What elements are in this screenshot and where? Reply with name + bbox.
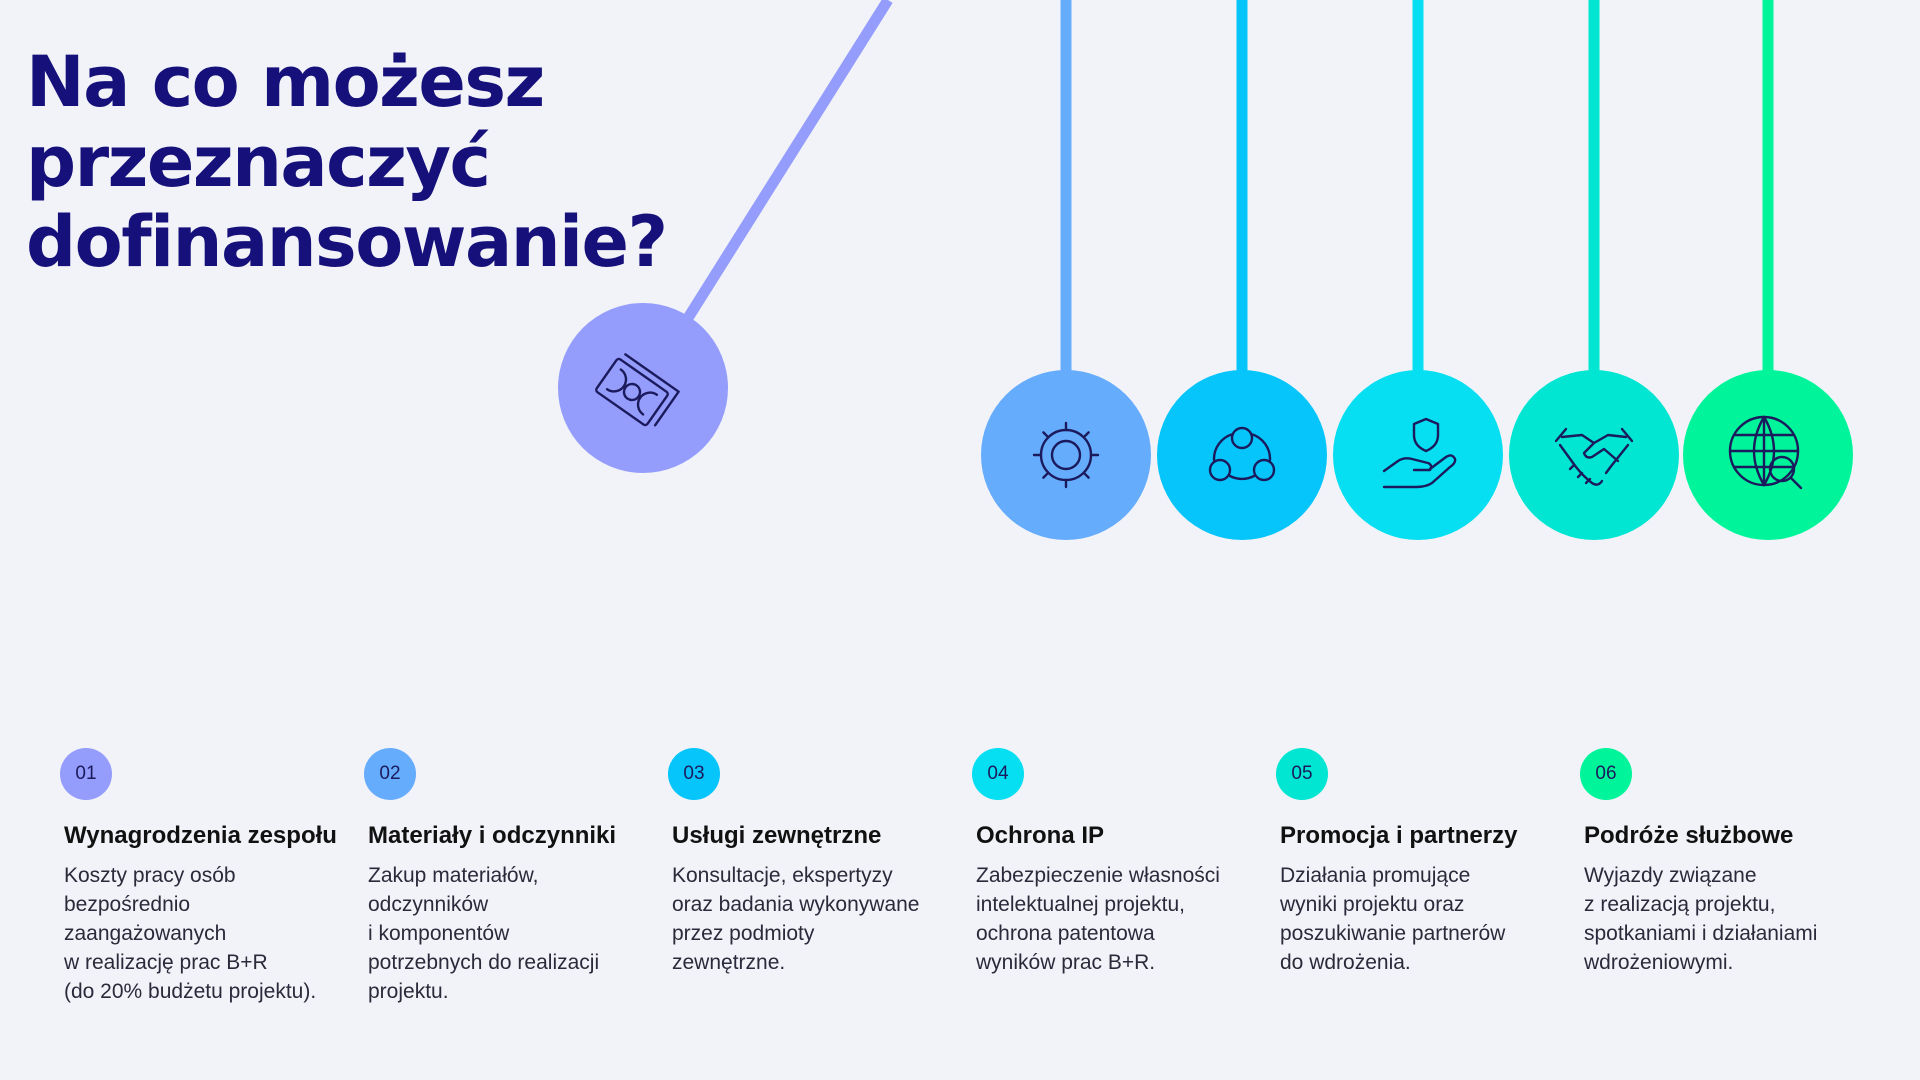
page-title: Na co możesz przeznaczyć dofinansowanie? xyxy=(26,41,668,283)
item-description: Działania promujące wyniki projektu oraz… xyxy=(1280,864,1506,974)
pendulum-network xyxy=(1157,0,1327,540)
network-icon xyxy=(1208,426,1276,482)
item-title: Wynagrodzenia zespołu xyxy=(64,822,337,849)
item-number-badge: 06 xyxy=(1580,748,1632,800)
pendulum-ball xyxy=(1157,370,1327,540)
cost-item-team-salaries: 01 Wynagrodzenia zespołu Koszty pracy os… xyxy=(60,748,354,1006)
item-title: Materiały i odczynniki xyxy=(368,822,617,849)
item-description: Zabezpieczenie własności intelektualnej … xyxy=(976,864,1220,974)
pendulum-ball xyxy=(1683,370,1853,540)
money-icon xyxy=(595,353,680,427)
pendulum-gear xyxy=(981,0,1151,540)
gear-icon xyxy=(1032,421,1100,489)
pendulum-handshake xyxy=(1509,0,1679,540)
item-description: Zakup materiałów, odczynników i komponen… xyxy=(368,864,600,1003)
globe-search-icon xyxy=(1728,415,1803,490)
item-title: Promocja i partnerzy xyxy=(1280,822,1518,849)
cost-item-materials: 02 Materiały i odczynniki Zakup materiał… xyxy=(364,748,658,1006)
pendulum-ball xyxy=(981,370,1151,540)
pendulum-money xyxy=(558,0,893,473)
item-title: Podróże służbowe xyxy=(1584,822,1794,849)
cost-item-business-travel: 06 Podróże służbowe Wyjazdy związane z r… xyxy=(1580,748,1874,977)
item-description: Koszty pracy osób bezpośrednio zaangażow… xyxy=(64,864,317,1003)
item-number-badge: 02 xyxy=(364,748,416,800)
item-number-badge: 01 xyxy=(60,748,112,800)
cost-item-promotion: 05 Promocja i partnerzy Działania promuj… xyxy=(1276,748,1570,977)
pendulum-string xyxy=(683,0,893,321)
cost-item-external-services: 03 Usługi zewnętrzne Konsultacje, eksper… xyxy=(668,748,962,977)
item-title: Ochrona IP xyxy=(976,822,1105,849)
title-line-2: przeznaczyć xyxy=(26,121,491,203)
pendulum-globe xyxy=(1683,0,1853,540)
item-description: Wyjazdy związane z realizacją projektu, … xyxy=(1584,864,1818,974)
item-title: Usługi zewnętrzne xyxy=(672,822,882,849)
hand-shield-icon xyxy=(1382,417,1457,489)
item-number-badge: 05 xyxy=(1276,748,1328,800)
pendulum-ball xyxy=(558,303,728,473)
cost-item-ip-protection: 04 Ochrona IP Zabezpieczenie własności i… xyxy=(972,748,1266,977)
item-description: Konsultacje, ekspertyzy oraz badania wyk… xyxy=(672,864,920,974)
item-number-badge: 04 xyxy=(972,748,1024,800)
handshake-icon xyxy=(1554,427,1634,486)
pendulum-ball xyxy=(1333,370,1503,540)
item-number-badge: 03 xyxy=(668,748,720,800)
title-line-3: dofinansowanie? xyxy=(26,201,668,283)
title-line-1: Na co możesz xyxy=(26,41,545,123)
pendulum-hand-shield xyxy=(1333,0,1503,540)
